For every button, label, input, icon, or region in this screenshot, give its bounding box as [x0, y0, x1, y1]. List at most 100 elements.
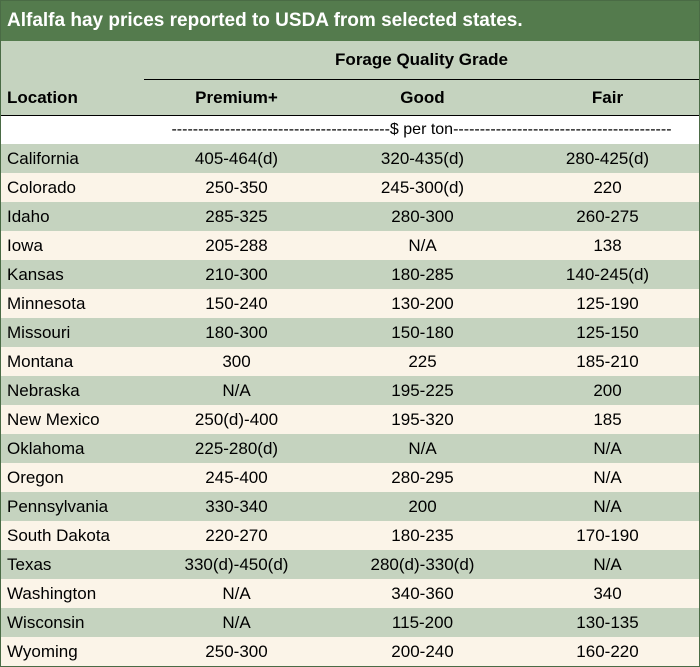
units-row: ----------------------------------------…: [1, 115, 699, 144]
fair-price-cell: 130-135: [576, 613, 639, 632]
premium-price-cell: 205-288: [205, 236, 268, 255]
location-cell: New Mexico: [7, 410, 100, 429]
table-row: Montana 300 225 185-210: [1, 347, 699, 376]
location-cell: South Dakota: [7, 526, 111, 545]
premium-price-cell: N/A: [222, 584, 251, 603]
location-cell: Iowa: [7, 236, 43, 255]
location-cell: Minnesota: [7, 294, 86, 313]
good-price-cell: 195-225: [391, 381, 454, 400]
fair-price-cell: 280-425(d): [565, 149, 650, 168]
location-cell: Oregon: [7, 468, 64, 487]
table-row: South Dakota 220-270 180-235 170-190: [1, 521, 699, 550]
location-cell: Idaho: [7, 207, 50, 226]
table-row: Washington N/A 340-360 340: [1, 579, 699, 608]
table-body: California 405-464(d) 320-435(d) 280-425(d)…: [1, 144, 699, 666]
premium-price-cell: 330(d)-450(d): [184, 555, 289, 574]
good-price-cell: 340-360: [391, 584, 454, 603]
fair-column-header: Fair: [591, 88, 624, 107]
premium-price-cell: 150-240: [205, 294, 268, 313]
premium-price-cell: N/A: [222, 381, 251, 400]
premium-price-cell: 250-350: [205, 178, 268, 197]
premium-price-cell: 220-270: [205, 526, 268, 545]
table-row: Kansas 210-300 180-285 140-245(d): [1, 260, 699, 289]
fair-price-cell: 185-210: [576, 352, 639, 371]
location-cell: Wyoming: [7, 642, 78, 661]
good-price-cell: 195-320: [391, 410, 454, 429]
good-price-cell: 200: [408, 497, 437, 516]
fair-price-cell: N/A: [593, 439, 622, 458]
premium-price-cell: 250(d)-400: [194, 410, 279, 429]
table-row: Texas 330(d)-450(d) 280(d)-330(d) N/A: [1, 550, 699, 579]
location-cell: Pennsylvania: [7, 497, 109, 516]
fair-price-cell: 200: [593, 381, 622, 400]
fair-price-cell: N/A: [593, 497, 622, 516]
location-cell: Montana: [7, 352, 74, 371]
fair-price-cell: N/A: [593, 555, 622, 574]
fair-price-cell: N/A: [593, 468, 622, 487]
fair-price-cell: 160-220: [576, 642, 639, 661]
fair-price-cell: 125-190: [576, 294, 639, 313]
location-cell: Colorado: [7, 178, 76, 197]
premium-column-header: Premium+: [195, 88, 278, 107]
table-title: Alfalfa hay prices reported to USDA from…: [1, 1, 699, 41]
forage-quality-grade-header: Forage Quality Grade: [144, 41, 699, 80]
good-price-cell: 130-200: [391, 294, 454, 313]
good-price-cell: 150-180: [391, 323, 454, 342]
premium-price-cell: 210-300: [205, 265, 268, 284]
good-column-header: Good: [400, 88, 445, 107]
premium-price-cell: 250-300: [205, 642, 268, 661]
location-cell: Missouri: [7, 323, 71, 342]
good-price-cell: 180-285: [391, 265, 454, 284]
table-row: California 405-464(d) 320-435(d) 280-425(d): [1, 144, 699, 173]
good-price-cell: 280(d)-330(d): [370, 555, 475, 574]
table-row: Idaho 285-325 280-300 260-275: [1, 202, 699, 231]
table-row: Pennsylvania 330-340 200 N/A: [1, 492, 699, 521]
table-row: Colorado 250-350 245-300(d) 220: [1, 173, 699, 202]
location-column-header: Location: [7, 88, 78, 107]
table-row: Minnesota 150-240 130-200 125-190: [1, 289, 699, 318]
good-price-cell: 320-435(d): [380, 149, 465, 168]
table-row: Missouri 180-300 150-180 125-150: [1, 318, 699, 347]
table-row: New Mexico 250(d)-400 195-320 185: [1, 405, 699, 434]
location-cell: Kansas: [7, 265, 64, 284]
premium-price-cell: 245-400: [205, 468, 268, 487]
good-price-cell: 245-300(d): [380, 178, 465, 197]
fair-price-cell: 170-190: [576, 526, 639, 545]
premium-price-cell: 300: [222, 352, 251, 371]
good-price-cell: 225: [408, 352, 437, 371]
units-label: ----------------------------------------…: [171, 121, 672, 138]
premium-price-cell: 330-340: [205, 497, 268, 516]
table-row: Nebraska N/A 195-225 200: [1, 376, 699, 405]
table-row: Wisconsin N/A 115-200 130-135: [1, 608, 699, 637]
fair-price-cell: 340: [593, 584, 622, 603]
fair-price-cell: 125-150: [576, 323, 639, 342]
fair-price-cell: 260-275: [576, 207, 639, 226]
table-header: Forage Quality Grade Location Premium+ G…: [1, 41, 699, 115]
location-cell: Washington: [7, 584, 97, 603]
premium-price-cell: 285-325: [205, 207, 268, 226]
good-price-cell: 180-235: [391, 526, 454, 545]
table-row: Oklahoma 225-280(d) N/A N/A: [1, 434, 699, 463]
location-cell: Wisconsin: [7, 613, 85, 632]
fair-price-cell: 220: [593, 178, 622, 197]
fair-price-cell: 140-245(d): [565, 265, 650, 284]
table-row: Wyoming 250-300 200-240 160-220: [1, 637, 699, 666]
location-cell: Texas: [7, 555, 52, 574]
good-price-cell: 115-200: [391, 613, 454, 632]
table-row: Iowa 205-288 N/A 138: [1, 231, 699, 260]
good-price-cell: 200-240: [391, 642, 454, 661]
good-price-cell: 280-295: [391, 468, 454, 487]
location-cell: Oklahoma: [7, 439, 85, 458]
premium-price-cell: N/A: [222, 613, 251, 632]
good-price-cell: 280-300: [391, 207, 454, 226]
location-cell: California: [7, 149, 79, 168]
premium-price-cell: 180-300: [205, 323, 268, 342]
premium-price-cell: 225-280(d): [194, 439, 279, 458]
location-cell: Nebraska: [7, 381, 80, 400]
premium-price-cell: 405-464(d): [194, 149, 279, 168]
fair-price-cell: 185: [593, 410, 622, 429]
table-row: Oregon 245-400 280-295 N/A: [1, 463, 699, 492]
good-price-cell: N/A: [408, 236, 437, 255]
fair-price-cell: 138: [593, 236, 622, 255]
